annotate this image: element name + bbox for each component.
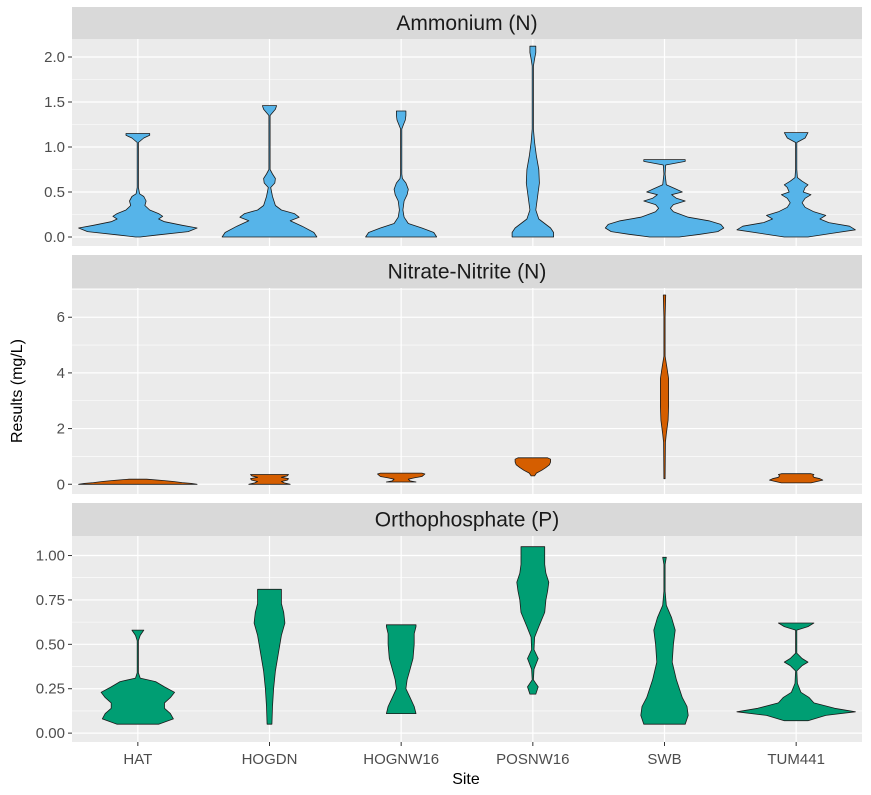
facet-title: Nitrate-Nitrite (N) [388,261,547,284]
facets-layer: 0.0 0.5 1.0 1.5 2.0 Ammonium (N) 0 2 4 6 Nitrate-N… [36,7,862,742]
y-tick-label: 0.0 [44,229,65,246]
y-tick-label: 0.5 [44,184,65,201]
violin-hogdn [248,474,291,485]
violin-hognw16 [386,624,417,714]
x-axis: HAT HOGDN HOGNW16 POSNW16 SWB TUM441 [123,742,825,768]
y-tick-label: 0 [57,476,65,493]
y-tick-label: 2 [57,421,65,438]
facet-strip [72,7,862,39]
panel-background [72,39,862,246]
y-tick-label: 6 [57,309,65,326]
y-tick-label: 0.50 [36,636,65,653]
x-tick-label: HAT [123,751,152,768]
y-tick-label: 0.00 [36,725,65,742]
violin-hat [78,133,198,238]
violin-posnw16 [516,546,550,695]
facet-strip [72,503,862,536]
violin-hognw16 [377,472,426,483]
violin-hogdn [253,588,286,725]
y-tick-label: 4 [57,365,65,382]
x-tick-label: TUM441 [767,751,825,768]
violin-hat [78,478,198,485]
violin-swb [604,159,725,238]
violin-hognw16 [365,110,438,238]
facet-title: Orthophosphate (P) [375,509,559,532]
y-tick-label: 2.0 [44,49,65,66]
y-axis-title: Results (mg/L) [9,339,26,443]
facet-panel: 0.00 0.25 0.50 0.75 1.00 Orthophosphate (P) [36,503,862,742]
panel-background [72,536,862,742]
violin-posnw16 [511,45,554,238]
violin-hogdn [221,105,318,238]
x-tick-label: HOGDN [242,751,298,768]
y-tick-label: 1.5 [44,94,65,111]
y-tick-label: 0.75 [36,592,65,609]
facet-panel: 0.0 0.5 1.0 1.5 2.0 Ammonium (N) [44,7,862,246]
violin-swb [660,294,669,480]
facet-panel: 0 2 4 6 Nitrate-Nitrite (N) [57,255,862,494]
y-tick-label: 1.0 [44,139,65,156]
facet-strip [72,255,862,288]
y-tick-label: 0.25 [36,681,65,698]
x-tick-label: HOGNW16 [363,751,439,768]
panel-background [72,288,862,494]
x-tick-label: SWB [647,751,681,768]
violin-swb [640,556,689,725]
violin-tum441 [736,622,856,722]
violin-hat [100,629,175,725]
violin-tum441 [769,473,824,484]
x-tick-label: POSNW16 [496,751,569,768]
y-tick-label: 1.00 [36,548,65,565]
x-axis-title: Site [452,771,480,788]
facet-title: Ammonium (N) [396,12,537,35]
violin-tum441 [736,132,856,238]
violin-posnw16 [514,457,551,477]
